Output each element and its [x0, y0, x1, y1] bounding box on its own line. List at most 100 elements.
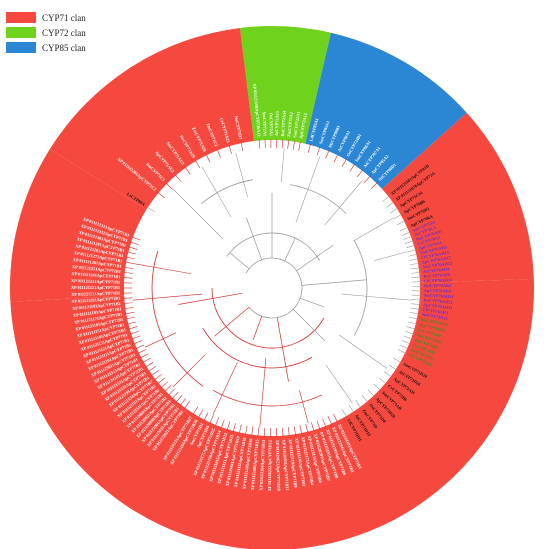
legend-swatch-cyp72	[6, 27, 36, 38]
tree-branch	[407, 249, 417, 253]
tree-branch	[245, 425, 248, 435]
tree-branch	[341, 409, 347, 418]
tree-branch	[411, 276, 421, 278]
tree-branch	[215, 417, 220, 426]
leaf-label: ApCYP71D16	[419, 322, 446, 333]
tree-branch	[214, 307, 250, 337]
tree-branch	[298, 141, 301, 151]
tree-branch	[388, 364, 397, 371]
tree-branch	[399, 344, 409, 349]
leaf-label: NoCYP71D7	[234, 116, 244, 141]
tree-branch	[125, 312, 135, 315]
tree-branch	[282, 427, 284, 437]
leaf-label: CrCYP71D8	[418, 327, 442, 338]
leaf-label: SmCYP76AH3	[419, 244, 447, 255]
tree-branch	[353, 240, 368, 336]
tree-branch	[175, 395, 183, 403]
tree-branch	[239, 424, 242, 434]
tree-branch	[125, 261, 135, 264]
tree-branch	[257, 427, 260, 437]
clan-bands	[9, 25, 534, 549]
leaf-label: XP 011120831ApCYP71B11	[281, 439, 290, 490]
tree-branch	[324, 180, 363, 226]
leaf-label: ApCYP76AH17	[421, 255, 452, 265]
leaf-label: SmCYP76AH24	[424, 293, 455, 300]
tree-branch	[146, 206, 155, 213]
leaf-label: AtCYP72A15	[274, 111, 280, 136]
tree-branch	[373, 383, 381, 391]
tree-branch	[290, 184, 347, 215]
tree-branch	[201, 179, 253, 205]
tree-branch	[411, 303, 421, 306]
tree-branch	[409, 312, 419, 315]
tree-branch	[134, 263, 192, 275]
tree-branch	[184, 166, 191, 175]
tree-branch	[131, 335, 141, 340]
tree-branch	[240, 142, 244, 152]
tree-branch	[301, 279, 367, 286]
tree-branch	[172, 354, 206, 388]
tree-branch	[201, 166, 232, 218]
cyp71-band-top-left	[9, 149, 147, 302]
tree-branch	[311, 422, 315, 432]
leaf-label: SmCYP72A1	[262, 112, 268, 137]
tree-branch	[397, 349, 407, 354]
tree-branch	[140, 353, 149, 359]
leaf-label: ApCYP76AK6	[424, 288, 452, 294]
tree-branch	[393, 214, 402, 220]
leaf-label: SmCYP722A1	[292, 111, 301, 138]
tree-branch	[259, 357, 267, 428]
tree-branch	[124, 307, 134, 310]
tree-branch	[379, 377, 387, 385]
tree-branch	[144, 332, 177, 348]
tree-branch	[148, 366, 157, 372]
tree-branch	[382, 196, 390, 203]
tree-branch	[299, 390, 309, 424]
leaf-label: CfCYP76AH24	[424, 277, 453, 283]
leaf-label: ZmCYP72A2	[286, 112, 294, 137]
tree-branch	[292, 308, 326, 342]
leaf-label: XP 011121201ApCYP71B1	[71, 296, 120, 304]
tree-branch	[212, 362, 238, 416]
tree-branch	[280, 148, 285, 183]
leaf-label: CrCYP76A2	[417, 235, 441, 246]
tree-branch	[252, 316, 263, 340]
tree-branch	[410, 262, 419, 266]
tree-branch	[217, 149, 221, 158]
tree-branch	[226, 421, 231, 431]
tree-branch	[131, 236, 141, 241]
tree-branch	[180, 398, 187, 406]
tree-branch	[229, 252, 250, 269]
tree-branch	[403, 335, 413, 340]
tree-branch	[367, 389, 375, 397]
tree-branch	[157, 191, 165, 199]
leaf-label: XP 011124621ApCYP71B10	[275, 440, 282, 491]
tree-branch	[325, 150, 330, 159]
tree-branch	[124, 266, 134, 269]
cyp71-band-top	[49, 27, 254, 210]
leaf-label: LdCYP85A1	[308, 118, 319, 142]
legend-swatch-cyp71	[6, 12, 36, 23]
leaf-label: XP 011121198ApCYP736A12	[252, 83, 262, 137]
tree-branch	[154, 373, 162, 380]
tree-branch	[300, 297, 324, 308]
tree-branch	[374, 251, 408, 261]
tree-branch	[127, 251, 137, 255]
leaf-label: XP 011121211ApCYP71B1	[71, 290, 120, 297]
tree-branch	[178, 292, 243, 305]
tree-branches	[123, 139, 421, 437]
legend-label-cyp85: CYP85 clan	[42, 42, 86, 53]
leaf-label: SmCYP76AK1	[424, 283, 452, 288]
leaf-label: ApCYP76AH31	[423, 302, 453, 310]
tree-branch	[287, 139, 289, 149]
tree-branch	[235, 152, 248, 198]
tree-branch	[123, 302, 133, 304]
leaf-label: CfCYP76AK1	[422, 307, 449, 316]
tree-branch	[406, 244, 415, 249]
leaf-label: ApCYP76A1	[418, 240, 442, 251]
tree-branch	[401, 231, 411, 236]
tree-branch	[348, 404, 355, 413]
tree-branch	[246, 217, 263, 260]
leaf-label: RoCYP76AH22	[423, 297, 452, 304]
